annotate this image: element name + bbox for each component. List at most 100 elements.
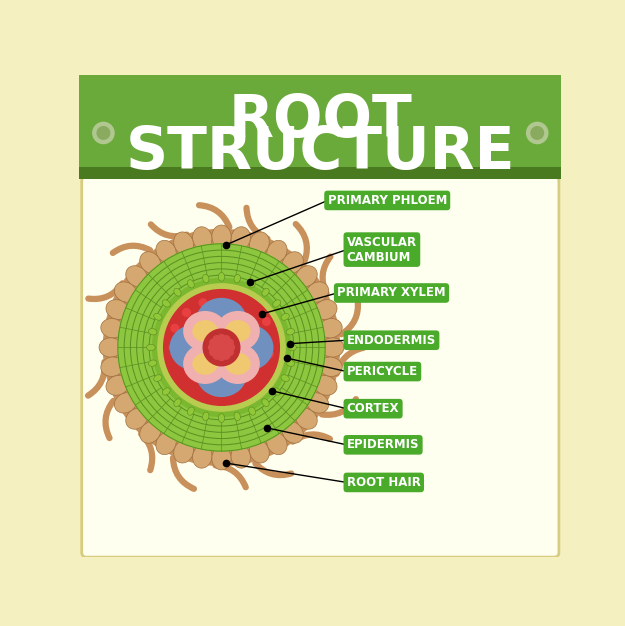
Circle shape xyxy=(209,352,216,361)
Circle shape xyxy=(203,329,240,366)
Circle shape xyxy=(259,338,267,346)
Circle shape xyxy=(226,330,233,337)
Circle shape xyxy=(215,341,222,349)
Ellipse shape xyxy=(101,319,124,338)
Circle shape xyxy=(209,345,216,352)
Ellipse shape xyxy=(174,440,194,463)
Ellipse shape xyxy=(114,393,137,413)
Circle shape xyxy=(197,359,204,367)
Circle shape xyxy=(241,337,249,345)
Ellipse shape xyxy=(267,240,287,262)
Ellipse shape xyxy=(216,311,260,351)
Circle shape xyxy=(218,341,225,347)
Circle shape xyxy=(190,351,198,359)
Ellipse shape xyxy=(249,232,269,255)
Circle shape xyxy=(222,344,229,351)
Ellipse shape xyxy=(106,300,129,319)
Circle shape xyxy=(209,344,215,351)
Circle shape xyxy=(254,359,261,366)
Text: VASCULAR
CAMBIUM: VASCULAR CAMBIUM xyxy=(347,235,417,264)
Ellipse shape xyxy=(296,408,318,429)
Ellipse shape xyxy=(281,314,289,321)
Circle shape xyxy=(241,326,249,333)
Ellipse shape xyxy=(296,265,318,287)
Ellipse shape xyxy=(202,274,209,283)
Text: ENDODERMIS: ENDODERMIS xyxy=(347,334,436,347)
Ellipse shape xyxy=(212,447,231,470)
Text: PRIMARY PHLOEM: PRIMARY PHLOEM xyxy=(328,194,447,207)
Ellipse shape xyxy=(192,227,212,250)
Ellipse shape xyxy=(306,393,329,413)
Ellipse shape xyxy=(156,433,176,454)
Circle shape xyxy=(226,374,234,382)
Circle shape xyxy=(152,279,291,416)
Ellipse shape xyxy=(272,388,281,395)
Circle shape xyxy=(171,324,179,332)
Text: ROOT HAIR: ROOT HAIR xyxy=(347,476,421,489)
Circle shape xyxy=(217,385,226,393)
Ellipse shape xyxy=(212,225,231,248)
Ellipse shape xyxy=(286,360,294,366)
Ellipse shape xyxy=(196,351,247,397)
FancyBboxPatch shape xyxy=(82,177,559,557)
Ellipse shape xyxy=(314,300,337,319)
Circle shape xyxy=(230,360,238,367)
Ellipse shape xyxy=(169,324,221,371)
Circle shape xyxy=(226,349,233,356)
Circle shape xyxy=(103,229,339,466)
Circle shape xyxy=(223,301,231,309)
Text: CORTEX: CORTEX xyxy=(347,402,399,415)
Ellipse shape xyxy=(174,232,194,255)
Ellipse shape xyxy=(282,252,303,274)
Circle shape xyxy=(224,344,232,351)
Text: ROOT: ROOT xyxy=(228,93,412,150)
Circle shape xyxy=(226,339,233,346)
Circle shape xyxy=(262,317,270,326)
Ellipse shape xyxy=(202,412,209,421)
Circle shape xyxy=(234,356,242,364)
Circle shape xyxy=(220,347,227,354)
Ellipse shape xyxy=(106,376,129,395)
Ellipse shape xyxy=(148,329,157,335)
Circle shape xyxy=(169,344,177,351)
Ellipse shape xyxy=(282,421,303,443)
Ellipse shape xyxy=(154,314,162,321)
Ellipse shape xyxy=(114,282,137,302)
Circle shape xyxy=(215,342,221,349)
Circle shape xyxy=(221,339,229,347)
Ellipse shape xyxy=(126,265,148,287)
Ellipse shape xyxy=(162,300,170,307)
Circle shape xyxy=(218,354,225,361)
Circle shape xyxy=(213,364,220,372)
Ellipse shape xyxy=(234,274,241,283)
Circle shape xyxy=(199,299,207,307)
Ellipse shape xyxy=(192,353,218,375)
Ellipse shape xyxy=(319,357,342,376)
Circle shape xyxy=(221,342,228,349)
Text: PRIMARY XYLEM: PRIMARY XYLEM xyxy=(337,287,446,299)
Circle shape xyxy=(215,346,221,353)
Text: PERICYCLE: PERICYCLE xyxy=(347,365,418,378)
Circle shape xyxy=(223,336,230,342)
Circle shape xyxy=(531,126,544,139)
Circle shape xyxy=(202,324,210,331)
Ellipse shape xyxy=(262,289,269,296)
Circle shape xyxy=(216,341,223,347)
Ellipse shape xyxy=(225,353,251,375)
Circle shape xyxy=(212,388,219,396)
Ellipse shape xyxy=(192,445,212,468)
Circle shape xyxy=(164,290,279,405)
Circle shape xyxy=(220,362,228,369)
Ellipse shape xyxy=(249,280,256,288)
Circle shape xyxy=(238,324,245,332)
Circle shape xyxy=(158,284,285,411)
Circle shape xyxy=(213,327,221,335)
Circle shape xyxy=(240,356,248,364)
Ellipse shape xyxy=(188,280,194,288)
Circle shape xyxy=(218,334,225,341)
Ellipse shape xyxy=(314,376,337,395)
Ellipse shape xyxy=(154,375,162,381)
Ellipse shape xyxy=(222,324,274,371)
Circle shape xyxy=(211,332,219,340)
Text: EPIDERMIS: EPIDERMIS xyxy=(347,438,419,451)
